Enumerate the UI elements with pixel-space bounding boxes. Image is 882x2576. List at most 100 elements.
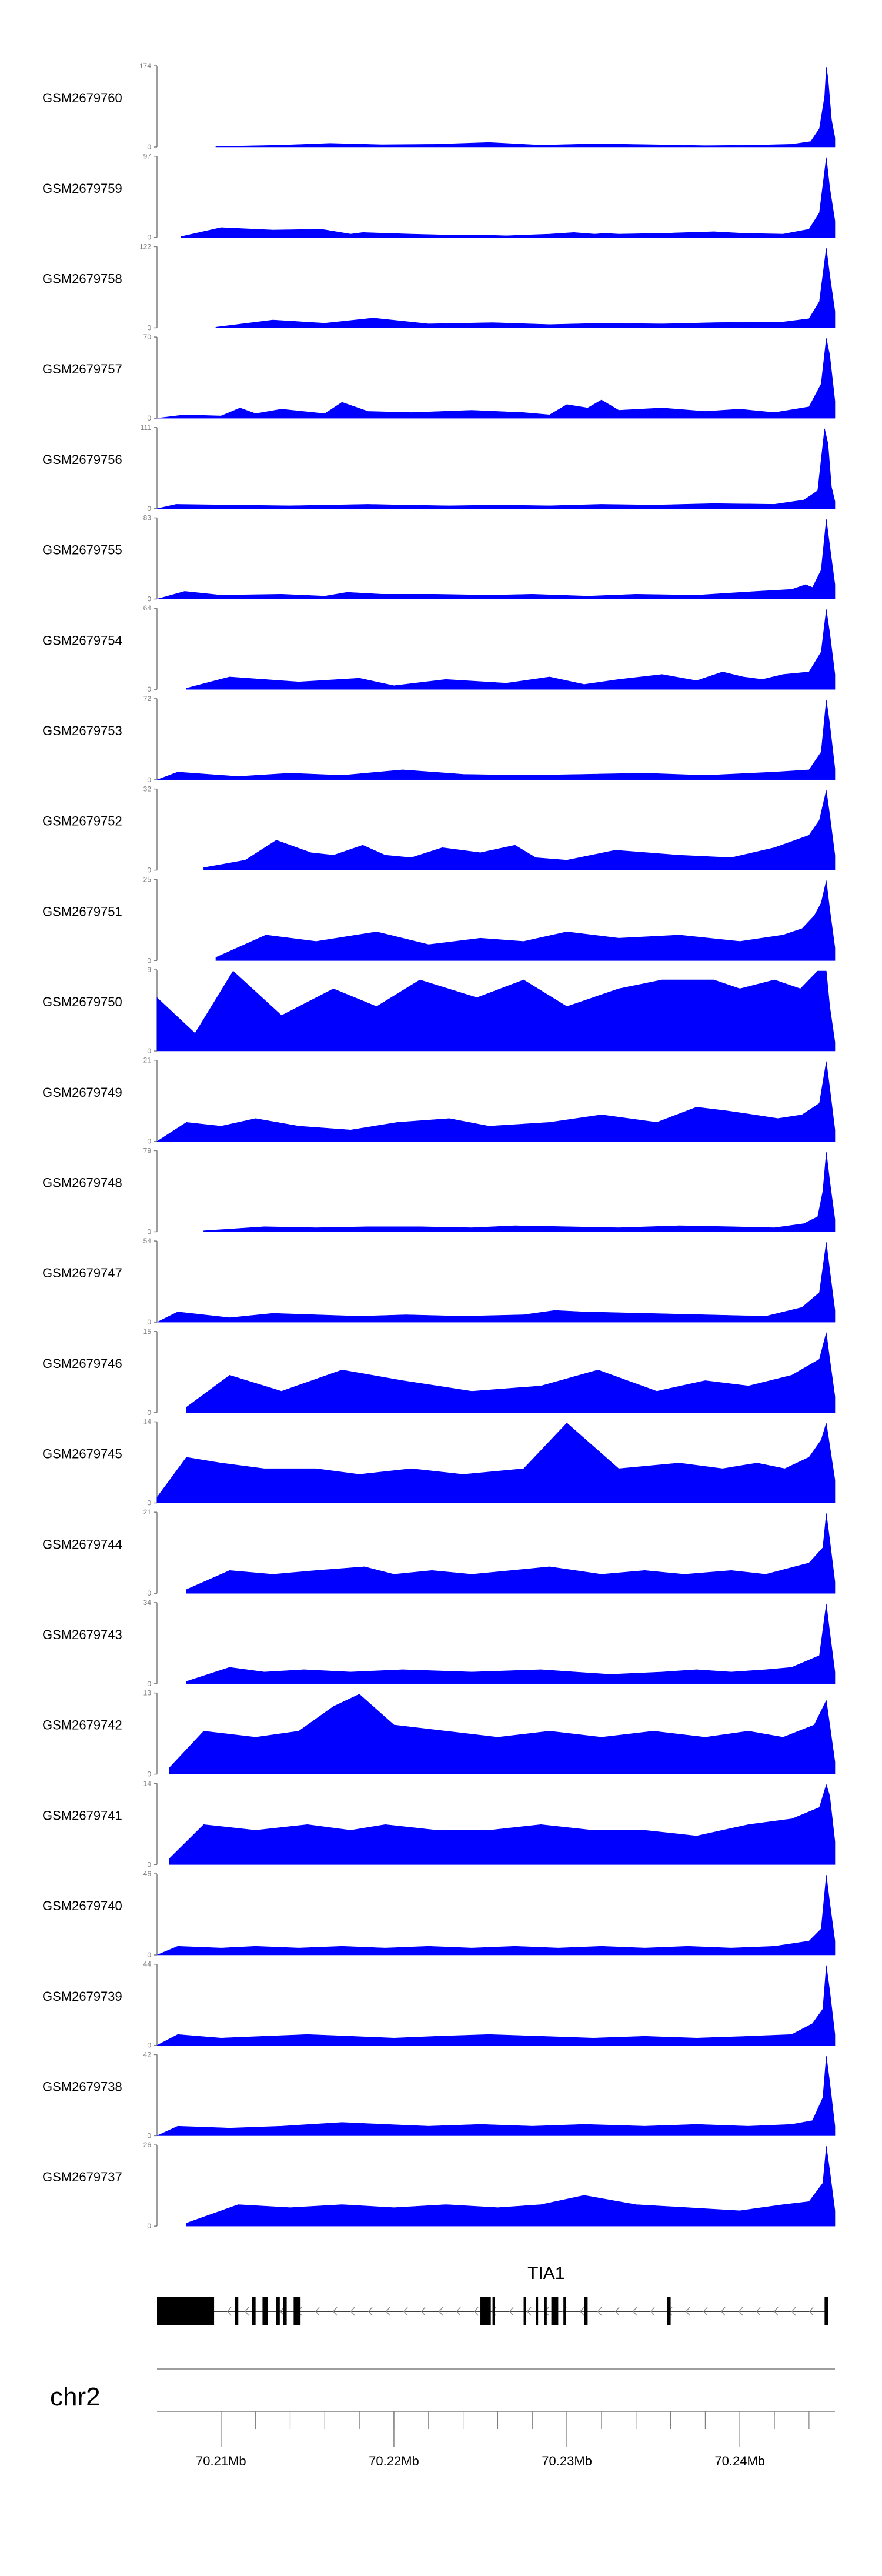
y-axis-min-label: 0 — [147, 143, 151, 151]
y-axis-max-label: 72 — [143, 695, 152, 703]
y-axis-min-label: 0 — [147, 776, 151, 784]
y-axis-min-label: 0 — [147, 2041, 151, 2050]
exon — [492, 2297, 495, 2325]
coverage-area — [156, 1423, 836, 1503]
coverage-area — [169, 1784, 836, 1865]
coverage-area — [186, 1332, 836, 1413]
strand-arrow-icon — [597, 2307, 602, 2316]
y-axis-max-label: 70 — [143, 333, 152, 341]
coverage-area — [156, 970, 836, 1052]
y-axis-max-label: 21 — [143, 1508, 152, 1516]
y-axis-max-label: 46 — [143, 1870, 152, 1878]
exon — [536, 2297, 539, 2325]
track-GSM2679760: 174 0 GSM2679760 — [42, 62, 836, 151]
track-GSM2679743: 34 0 GSM2679743 — [42, 1599, 836, 1688]
strand-arrow-icon — [245, 2307, 249, 2316]
coverage-area — [203, 1152, 836, 1232]
track-GSM2679738: 42 0 GSM2679738 — [42, 2050, 836, 2140]
sample-label: GSM2679759 — [42, 181, 122, 196]
y-axis-min-label: 0 — [147, 956, 151, 965]
sample-label: GSM2679747 — [42, 1266, 122, 1280]
exon — [824, 2297, 828, 2325]
y-axis-max-label: 83 — [143, 514, 152, 522]
strand-arrow-icon — [703, 2307, 708, 2316]
coverage-area — [156, 2056, 836, 2136]
strand-arrow-icon — [580, 2307, 584, 2316]
exon — [283, 2297, 287, 2325]
y-axis-min-label: 0 — [147, 1227, 151, 1236]
y-axis-min-label: 0 — [147, 2222, 151, 2230]
coverage-area — [156, 1874, 836, 1956]
sample-label: GSM2679757 — [42, 362, 122, 376]
strand-arrow-icon — [350, 2307, 355, 2316]
coverage-area — [181, 157, 836, 238]
y-axis-min-label: 0 — [147, 1951, 151, 1959]
y-axis-min-label: 0 — [147, 414, 151, 422]
track-GSM2679746: 15 0 GSM2679746 — [42, 1327, 836, 1417]
strand-arrow-icon — [403, 2307, 408, 2316]
sample-label: GSM2679750 — [42, 995, 122, 1009]
track-GSM2679752: 32 0 GSM2679752 — [42, 785, 836, 875]
y-axis-min-label: 0 — [147, 1589, 151, 1597]
track-GSM2679739: 44 0 GSM2679739 — [42, 1960, 836, 2050]
y-axis-max-label: 15 — [143, 1327, 152, 1336]
strand-arrow-icon — [439, 2307, 443, 2316]
sample-label: GSM2679743 — [42, 1627, 122, 1642]
sample-label: GSM2679749 — [42, 1085, 122, 1100]
sample-label: GSM2679737 — [42, 2170, 122, 2184]
track-GSM2679741: 14 0 GSM2679741 — [42, 1779, 836, 1868]
exon — [551, 2297, 559, 2325]
y-axis-max-label: 174 — [139, 62, 151, 70]
sample-label: GSM2679753 — [42, 723, 122, 738]
exon — [262, 2297, 268, 2325]
sample-label: GSM2679738 — [42, 2080, 122, 2094]
sample-label: GSM2679751 — [42, 904, 122, 919]
track-GSM2679742: 13 0 GSM2679742 — [42, 1689, 836, 1778]
y-axis-max-label: 9 — [147, 966, 151, 974]
y-axis-min-label: 0 — [147, 2131, 151, 2140]
y-axis-max-label: 111 — [141, 423, 152, 432]
track-GSM2679740: 46 0 GSM2679740 — [42, 1870, 836, 1959]
coverage-area — [169, 1694, 836, 1774]
y-axis-max-label: 25 — [143, 875, 152, 883]
y-axis-max-label: 44 — [143, 1960, 152, 1968]
strand-arrow-icon — [227, 2307, 232, 2316]
y-axis-min-label: 0 — [147, 685, 151, 693]
sample-label: GSM2679745 — [42, 1447, 122, 1461]
exon — [544, 2297, 547, 2325]
y-axis-min-label: 0 — [147, 1409, 151, 1417]
strand-arrow-icon — [756, 2307, 761, 2316]
sample-label: GSM2679742 — [42, 1718, 122, 1733]
gene-model: TIA1 — [157, 2264, 828, 2325]
track-GSM2679748: 79 0 GSM2679748 — [42, 1146, 836, 1236]
sample-label: GSM2679754 — [42, 633, 122, 648]
sample-label: GSM2679746 — [42, 1356, 122, 1371]
sample-label: GSM2679739 — [42, 1989, 122, 2004]
strand-arrow-icon — [368, 2307, 373, 2316]
track-GSM2679750: 9 0 GSM2679750 — [42, 966, 836, 1055]
track-GSM2679749: 21 0 GSM2679749 — [42, 1056, 836, 1146]
track-GSM2679751: 25 0 GSM2679751 — [42, 875, 836, 965]
strand-arrow-icon — [333, 2307, 338, 2316]
coverage-area — [215, 66, 836, 148]
strand-arrow-icon — [791, 2307, 796, 2316]
exon — [276, 2297, 280, 2325]
sample-label: GSM2679748 — [42, 1176, 122, 1190]
y-axis-min-label: 0 — [147, 1680, 151, 1688]
strand-arrow-icon — [615, 2307, 620, 2316]
coverage-area — [203, 790, 836, 870]
y-axis-min-label: 0 — [147, 1047, 151, 1055]
exon — [584, 2297, 588, 2325]
coverage-area — [156, 1242, 836, 1323]
y-axis-min-label: 0 — [147, 595, 151, 603]
coverage-area — [156, 519, 836, 599]
track-GSM2679737: 26 0 GSM2679737 — [42, 2141, 836, 2230]
sample-label: GSM2679752 — [42, 814, 122, 829]
exon — [667, 2297, 671, 2325]
exon — [235, 2297, 239, 2325]
strand-arrow-icon — [650, 2307, 655, 2316]
coverage-area — [186, 2146, 836, 2227]
track-GSM2679759: 97 0 GSM2679759 — [42, 152, 836, 242]
y-axis-min-label: 0 — [147, 1318, 151, 1326]
